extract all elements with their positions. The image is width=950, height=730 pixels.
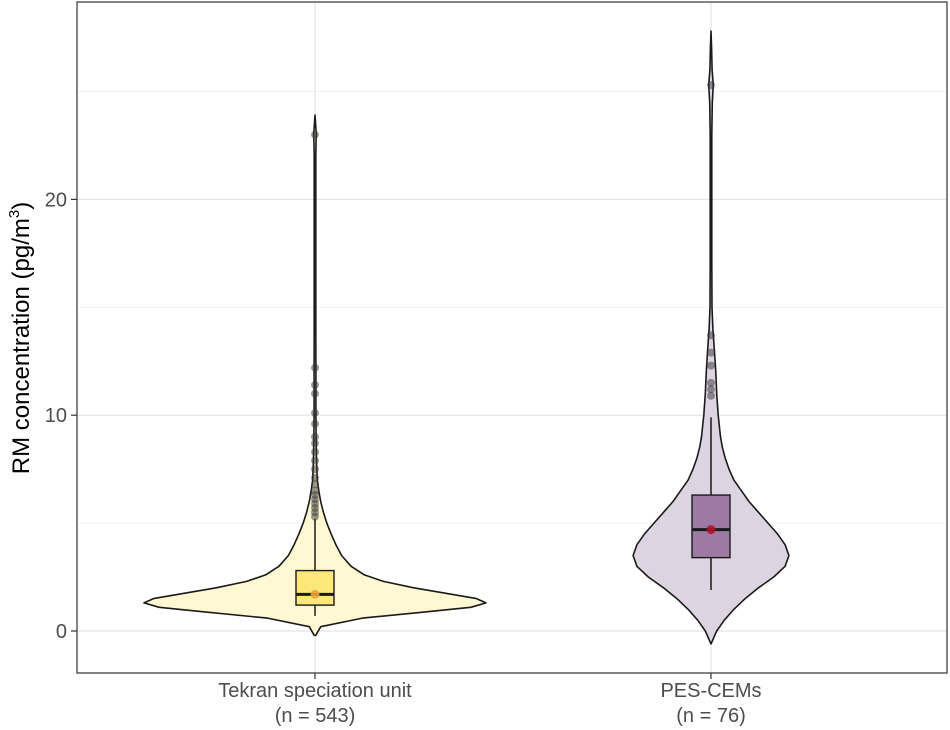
outlier-point [311, 480, 319, 489]
x-tick-label: Tekran speciation unit [218, 680, 412, 702]
plot-background [77, 2, 947, 673]
outlier-point [707, 361, 715, 370]
box [295, 569, 335, 606]
violin-body [143, 114, 487, 637]
outlier-point [707, 81, 715, 90]
x-tick-label: PES-CEMs [660, 680, 761, 702]
outlier-point [707, 378, 715, 387]
outlier-point [311, 439, 319, 448]
y-tick-label: 0 [56, 621, 67, 643]
outlier-point [311, 432, 319, 441]
outlier-point [311, 419, 319, 428]
y-tick-label: 10 [45, 405, 67, 427]
outlier-point [707, 331, 715, 340]
grid-lines [77, 2, 947, 673]
outlier-point [311, 363, 319, 372]
x-tick-sample-size: (n = 76) [676, 705, 745, 727]
y-tick-label: 20 [45, 189, 67, 211]
mean-point [310, 589, 320, 599]
outlier-point [707, 348, 715, 357]
violins [143, 30, 790, 645]
outlier-point [311, 465, 319, 474]
violin-2 [632, 30, 790, 645]
outlier-point [311, 380, 319, 389]
y-axis-title-main: RM concentration (pg/m [8, 218, 35, 474]
outlier-point [311, 473, 319, 482]
violin-1 [143, 114, 487, 637]
y-axis-title: RM concentration (pg/m3) [6, 202, 35, 474]
x-axis: Tekran speciation unit (n = 543) PES-CEMs (… [218, 673, 762, 727]
x-tick-sample-size: (n = 543) [275, 705, 356, 727]
y-axis-title-superscript: 3 [6, 210, 23, 218]
outlier-point [311, 389, 319, 398]
outlier-point [707, 385, 715, 394]
outlier-point [311, 130, 319, 139]
outlier-point [311, 456, 319, 465]
y-axis: 0 10 20 [45, 189, 77, 643]
outlier-point [311, 409, 319, 418]
mean-point [706, 525, 716, 535]
outlier-point [311, 447, 319, 456]
outlier-point [311, 486, 319, 495]
outlier-point [707, 391, 715, 400]
y-axis-title-close: ) [8, 202, 35, 210]
plot-border [76, 1, 948, 674]
